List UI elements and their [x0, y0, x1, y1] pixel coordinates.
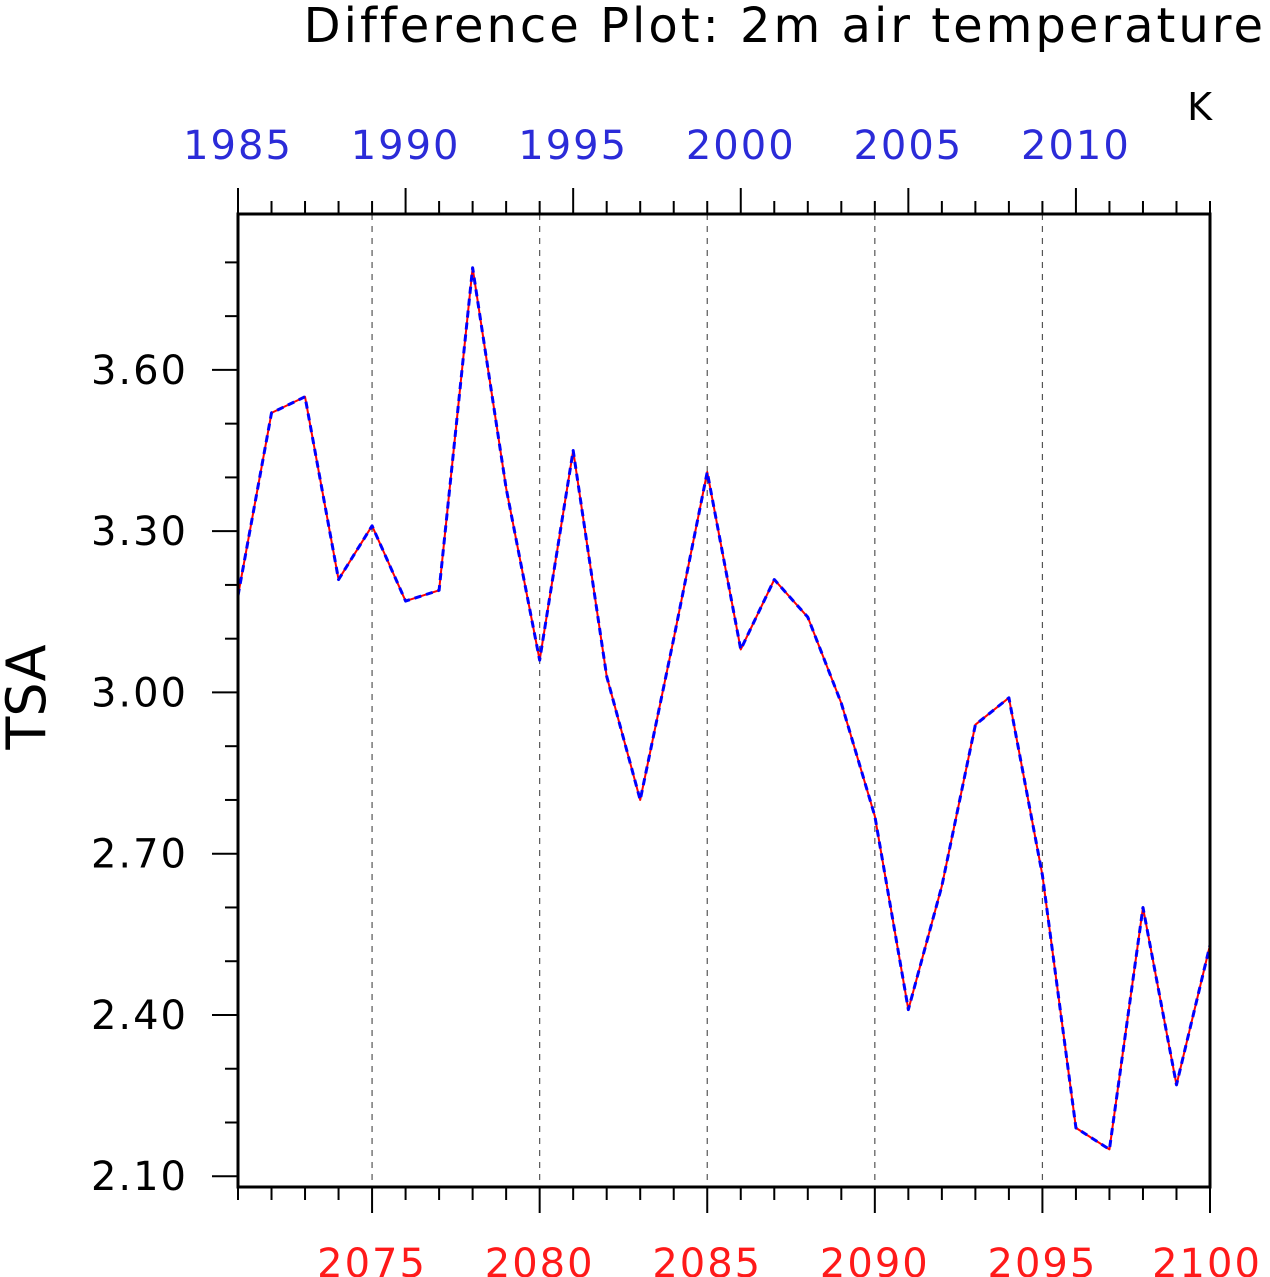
y-axis-label: TSA: [0, 644, 58, 750]
x-top-tick-label: 2010: [1021, 123, 1131, 169]
units-label: K: [1187, 85, 1213, 129]
x-bottom-tick-label: 2100: [1152, 1241, 1262, 1277]
x-bottom-tick-label: 2075: [317, 1241, 427, 1277]
x-top-tick-label: 2005: [853, 123, 963, 169]
x-top-tick-label: 2000: [686, 123, 796, 169]
x-top-tick-label: 1995: [518, 123, 628, 169]
series-line: [238, 268, 1210, 1150]
y-tick-label: 2.40: [91, 993, 188, 1039]
y-tick-label: 3.00: [91, 670, 188, 716]
x-bottom-tick-label: 2085: [652, 1241, 762, 1277]
chart-title: Difference Plot: 2m air temperature: [304, 0, 1266, 54]
y-tick-label: 3.30: [91, 509, 188, 555]
y-tick-label: 2.10: [91, 1154, 188, 1200]
grid-lines: [372, 214, 1042, 1187]
x-bottom-tick-label: 2095: [988, 1241, 1098, 1277]
data-series: [238, 268, 1210, 1150]
axis-ticks: [212, 188, 1210, 1213]
x-top-tick-label: 1990: [351, 123, 461, 169]
y-tick-label: 3.60: [91, 348, 188, 394]
y-tick-label: 2.70: [91, 832, 188, 878]
tick-labels: 2.10 2.40 2.70 3.00 3.30 3.60 2075 2080 2085 2090…: [91, 123, 1262, 1277]
series-line: [238, 268, 1210, 1150]
x-bottom-tick-label: 2080: [485, 1241, 595, 1277]
x-bottom-tick-label: 2090: [820, 1241, 930, 1277]
x-top-tick-label: 1985: [183, 123, 293, 169]
